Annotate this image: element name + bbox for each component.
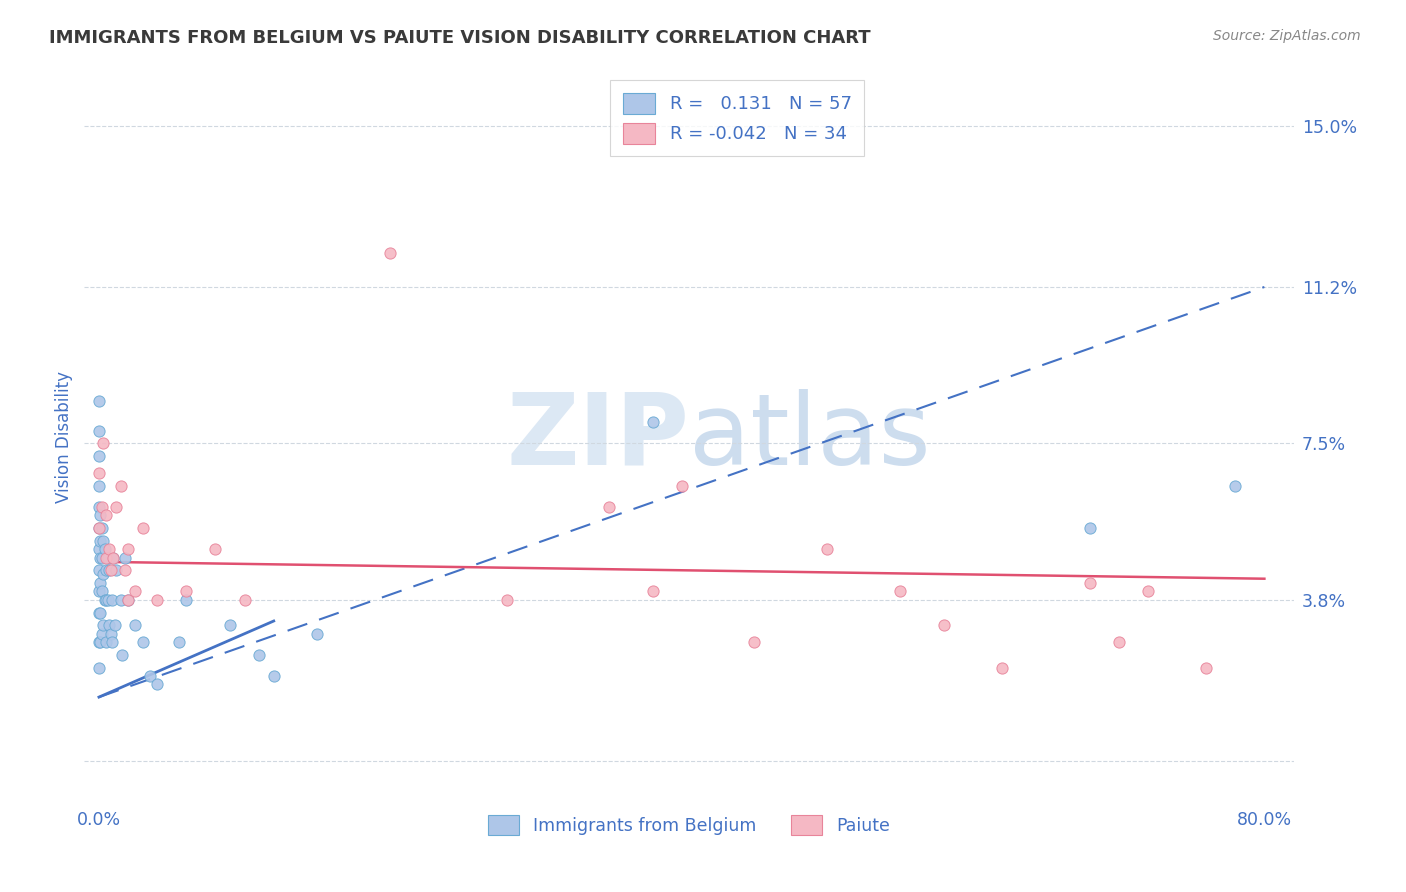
Point [117, 542, 139, 557]
Point [90, 521, 112, 535]
Point [98, 563, 121, 577]
Point [1225, 479, 1247, 493]
Point [167, 635, 190, 649]
Point [131, 521, 153, 535]
Point [96, 550, 118, 565]
Point [91, 436, 114, 450]
Point [114, 563, 136, 577]
Point [495, 592, 517, 607]
Text: IMMIGRANTS FROM BELGIUM VS PAIUTE VISION DISABILITY CORRELATION CHART: IMMIGRANTS FROM BELGIUM VS PAIUTE VISION… [49, 29, 870, 46]
Point [96, 592, 118, 607]
Point [105, 563, 128, 577]
Point [641, 584, 664, 599]
Point [90, 584, 112, 599]
Point [247, 648, 270, 662]
Point [219, 618, 242, 632]
Point [94, 542, 117, 557]
Point [87, 466, 110, 480]
Point [1195, 660, 1218, 674]
Point [110, 592, 132, 607]
Point [87, 635, 110, 649]
Point [91, 618, 114, 632]
Point [90, 500, 112, 514]
Point [889, 584, 911, 599]
Point [103, 550, 125, 565]
Point [991, 660, 1014, 674]
Point [97, 592, 120, 607]
Point [110, 479, 132, 493]
Point [103, 550, 125, 565]
Point [91, 567, 114, 582]
Point [89, 606, 111, 620]
Point [100, 626, 122, 640]
Text: ZIP: ZIP [506, 389, 689, 485]
Point [97, 550, 120, 565]
Point [641, 415, 664, 429]
Point [146, 592, 169, 607]
Point [98, 618, 121, 632]
Point [89, 576, 111, 591]
Point [89, 550, 111, 565]
Point [87, 563, 110, 577]
Point [131, 635, 153, 649]
Point [87, 479, 110, 493]
Point [96, 635, 118, 649]
Point [1108, 635, 1130, 649]
Point [124, 584, 146, 599]
Point [87, 449, 110, 463]
Point [233, 592, 256, 607]
Legend: Immigrants from Belgium, Paiute: Immigrants from Belgium, Paiute [478, 805, 900, 846]
Point [87, 500, 110, 514]
Point [101, 592, 124, 607]
Point [87, 542, 110, 557]
Point [94, 592, 117, 607]
Point [89, 635, 111, 649]
Point [263, 669, 285, 683]
Text: atlas: atlas [689, 389, 931, 485]
Point [176, 592, 198, 607]
Point [307, 626, 329, 640]
Point [98, 542, 121, 557]
Point [90, 626, 112, 640]
Point [932, 618, 955, 632]
Point [90, 550, 112, 565]
Point [1078, 576, 1101, 591]
Point [1078, 521, 1101, 535]
Point [87, 394, 110, 409]
Point [89, 508, 111, 523]
Point [671, 479, 693, 493]
Point [117, 592, 139, 607]
Point [380, 246, 402, 260]
Point [114, 550, 136, 565]
Point [111, 648, 134, 662]
Point [89, 533, 111, 548]
Point [96, 563, 118, 577]
Point [87, 606, 110, 620]
Point [87, 660, 110, 674]
Point [104, 618, 127, 632]
Point [124, 618, 146, 632]
Point [105, 500, 128, 514]
Point [598, 500, 620, 514]
Y-axis label: Vision Disability: Vision Disability [55, 371, 73, 503]
Text: Source: ZipAtlas.com: Source: ZipAtlas.com [1213, 29, 1361, 43]
Point [91, 533, 114, 548]
Point [87, 424, 110, 438]
Point [101, 635, 124, 649]
Point [87, 521, 110, 535]
Point [744, 635, 766, 649]
Point [87, 521, 110, 535]
Point [96, 508, 118, 523]
Point [139, 669, 162, 683]
Point [1136, 584, 1159, 599]
Point [87, 584, 110, 599]
Point [176, 584, 198, 599]
Point [117, 592, 139, 607]
Point [146, 677, 169, 691]
Point [204, 542, 226, 557]
Point [100, 563, 122, 577]
Point [815, 542, 838, 557]
